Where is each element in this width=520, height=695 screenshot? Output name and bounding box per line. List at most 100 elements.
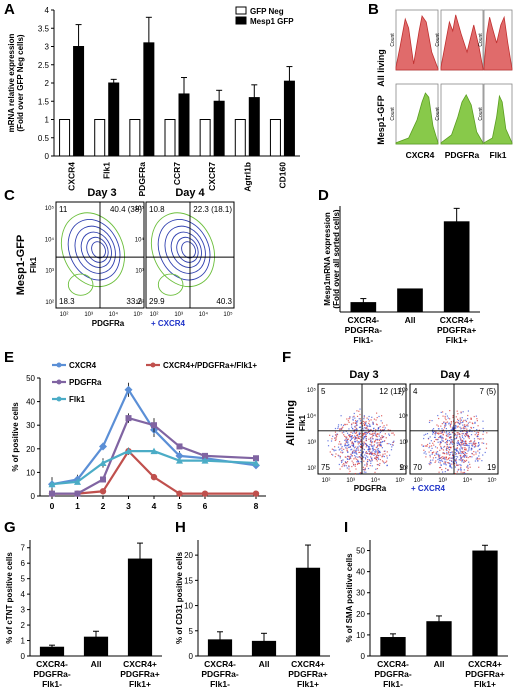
e-y-tick-label: 10 (26, 468, 35, 477)
flow-event-dot (443, 457, 445, 460)
flow-event-dot (356, 428, 358, 430)
flow-y-tick-label: 10² (135, 300, 144, 306)
flow-event-dot (436, 439, 438, 441)
flow-event-dot (373, 418, 375, 420)
flow-event-dot (465, 440, 467, 442)
flow-event-dot (356, 463, 359, 466)
flow-x-tick-label: 10² (150, 312, 159, 318)
e-x-tick-label: 6 (203, 501, 208, 511)
quadrant-value-lr: 40.3 (216, 297, 232, 306)
e-point (124, 385, 133, 394)
flow-contour (150, 212, 215, 287)
flow-event-dot (368, 420, 370, 422)
flow-event-dot (337, 446, 340, 448)
flow-event-dot (429, 456, 431, 458)
flow-event-dot (460, 428, 462, 430)
flow-contour (74, 225, 116, 274)
flow-event-dot (385, 437, 387, 439)
flow-event-dot (352, 416, 354, 418)
flow-event-dot (338, 455, 340, 457)
flow-event-dot (437, 441, 439, 443)
flow-event-dot (432, 433, 434, 435)
flow-event-dot (439, 466, 442, 469)
flow-event-dot (355, 449, 357, 452)
flow-event-dot (392, 444, 394, 446)
flow-event-dot (370, 439, 372, 441)
flow-event-dot (371, 453, 373, 456)
flow-event-dot (441, 468, 443, 471)
flow-event-dot (470, 449, 472, 451)
flow-event-dot (455, 448, 457, 450)
flow-event-dot (366, 424, 368, 427)
flow-event-dot (485, 447, 488, 449)
flow-event-dot (441, 428, 443, 430)
e-y-tick-label: 0 (31, 492, 36, 501)
flow-event-dot (441, 456, 443, 458)
flow-event-dot (373, 454, 375, 456)
a-y-label: (Fold over GFP Neg cells) (16, 34, 25, 132)
flow-event-dot (382, 436, 384, 438)
flow-event-dot (371, 433, 373, 435)
flow-event-dot (341, 432, 343, 434)
col-label-flk1: Flk1 (489, 150, 506, 160)
flow-event-dot (462, 471, 464, 474)
flow-event-dot (443, 421, 445, 423)
flow-event-dot (356, 424, 358, 426)
flow-event-dot (429, 442, 431, 444)
flow-event-dot (343, 465, 345, 467)
flow-event-dot (464, 454, 466, 457)
flow-event-dot (362, 446, 364, 448)
flow-event-dot (445, 453, 448, 455)
flow-event-dot (353, 429, 355, 431)
flow-event-dot (467, 425, 469, 427)
flow-event-dot (436, 447, 438, 449)
flow-event-dot (447, 461, 449, 464)
e-point (99, 442, 107, 451)
flow-event-dot (454, 459, 456, 461)
flow-event-dot (351, 442, 353, 444)
flow-event-dot (355, 422, 357, 424)
flow-event-dot (477, 438, 479, 440)
flow-event-dot (341, 461, 343, 464)
flow-event-dot (343, 434, 345, 436)
flow-event-dot (366, 445, 369, 447)
flow-event-dot (359, 422, 361, 425)
flow-x-tick-label: 10³ (438, 478, 447, 484)
flow-event-dot (461, 436, 464, 439)
flow-event-dot (478, 452, 481, 454)
flow-event-dot (465, 466, 468, 468)
flow-event-dot (463, 419, 465, 421)
flow-event-dot (350, 455, 352, 458)
panel-label-f: F (282, 349, 291, 366)
flow-event-dot (348, 436, 351, 438)
flow-event-dot (363, 448, 365, 451)
flow-event-dot (477, 425, 479, 427)
e-point (48, 480, 56, 488)
flow-event-dot (369, 450, 371, 452)
flow-event-dot (430, 445, 433, 447)
flow-event-dot (352, 445, 354, 447)
flow-event-dot (365, 455, 368, 457)
i-category-label: CXCR4- (377, 659, 409, 669)
flow-event-dot (443, 461, 445, 463)
flow-event-dot (365, 423, 367, 425)
flow-event-dot (363, 432, 365, 435)
flow-event-dot (460, 468, 462, 470)
flow-event-dot (464, 451, 466, 454)
flow-event-dot (454, 423, 456, 425)
flow-event-dot (443, 463, 445, 465)
a-bar-gfp-neg (269, 119, 281, 157)
flow-event-dot (334, 456, 336, 458)
flow-event-dot (470, 440, 472, 442)
flow-event-dot (457, 441, 460, 444)
flow-event-dot (471, 444, 473, 446)
flow-event-dot (380, 442, 382, 444)
flow-event-dot (431, 430, 434, 433)
d-category-label: Flk1- (353, 335, 373, 345)
flow-event-dot (463, 448, 466, 450)
flow-event-dot (368, 422, 370, 425)
flow-event-dot (345, 465, 347, 467)
flow-event-dot (378, 464, 381, 467)
flow-event-dot (346, 447, 348, 449)
flow-event-dot (463, 438, 465, 440)
